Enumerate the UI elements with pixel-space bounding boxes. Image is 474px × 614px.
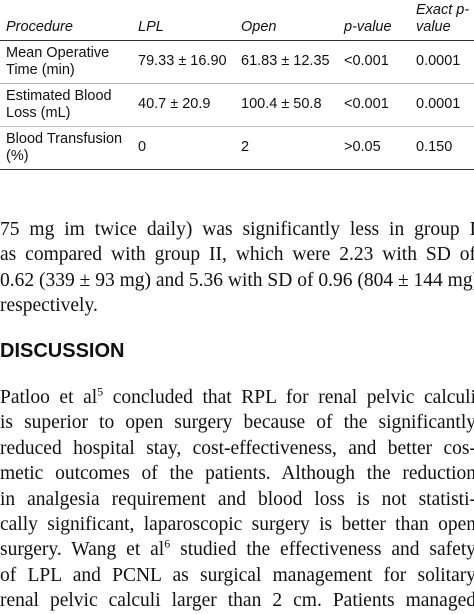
- text-line: respectively.: [0, 295, 98, 317]
- header-cell: p-value: [338, 0, 410, 41]
- table-cell: <0.001: [338, 83, 410, 127]
- citation: 6: [164, 537, 171, 551]
- header-cell: LPL: [132, 0, 235, 41]
- text: concluded that RPL for renal pelvic calc…: [103, 387, 474, 408]
- table-cell: 0: [132, 126, 235, 170]
- table-cell: Estimated Blood Loss (mL): [0, 83, 132, 127]
- table-cell: 40.7 ± 20.9: [132, 83, 235, 127]
- header-cell: Open: [235, 0, 338, 41]
- text-line: Patloo et al5 concluded that RPL for ren…: [0, 385, 474, 410]
- citation: 5: [97, 385, 104, 399]
- section-heading: DISCUSSION: [0, 340, 125, 362]
- text-line: in analgesia requirement and blood loss …: [0, 488, 474, 510]
- text: studied the effectiveness and safety: [170, 539, 474, 561]
- header-row: Procedure LPL Open p-value Exact p-value: [0, 0, 474, 41]
- text-line: 0.62 (339 ± 93 mg) and 5.36 with SD of 0…: [0, 269, 474, 291]
- text-line: as compared with group II, which were 2.…: [0, 244, 474, 266]
- text-line: renal pelvic calculi larger than 2 cm. P…: [0, 590, 474, 612]
- text: Patloo et al: [0, 387, 98, 408]
- table-cell: 0.150: [410, 126, 474, 170]
- results-table: Procedure LPL Open p-value Exact p-value Mea…: [0, 0, 474, 170]
- table-cell: <0.001: [338, 40, 410, 84]
- text-line: reduced hospital stay, cost-effectivenes…: [0, 437, 474, 459]
- text-line: metic outcomes of the patients. Although…: [0, 463, 474, 485]
- text-line: cally significant, laparoscopic surgery …: [0, 514, 474, 536]
- text-line: surgery. Wang et al6 studied the effecti…: [0, 537, 474, 562]
- text-line: 75 mg im twice daily) was significantly …: [0, 219, 474, 240]
- table-cell: Blood Transfusion (%): [0, 126, 132, 170]
- table-cell: 2: [235, 126, 338, 170]
- text-line: of LPL and PCNL as surgical management f…: [0, 564, 474, 586]
- text-line: is superior to open surgery because of t…: [0, 412, 474, 434]
- header-cell: Procedure: [0, 0, 132, 41]
- table-cell: 61.83 ± 12.35: [235, 40, 338, 84]
- table-cell: 0.0001: [410, 83, 474, 127]
- table-cell: >0.05: [338, 126, 410, 170]
- text: surgery. Wang et al: [0, 539, 165, 561]
- paragraph: 75 mg im twice daily) was significantly …: [0, 217, 474, 319]
- table-row: Blood Transfusion (%) 0 2 >0.05 0.150: [0, 126, 474, 170]
- table-row: Mean Operative Time (min) 79.33 ± 16.90 61…: [0, 40, 474, 84]
- table-cell: 100.4 ± 50.8: [235, 83, 338, 127]
- table-row: Estimated Blood Loss (mL) 40.7 ± 20.9 100.…: [0, 83, 474, 127]
- header-cell: Exact p-value: [410, 0, 474, 41]
- table-cell: 0.0001: [410, 40, 474, 84]
- paragraph: Patloo et al5 concluded that RPL for ren…: [0, 385, 474, 614]
- table-body: Mean Operative Time (min) 79.33 ± 16.90 61…: [0, 40, 474, 170]
- table-cell: 79.33 ± 16.90: [132, 40, 235, 84]
- table-cell: Mean Operative Time (min): [0, 40, 132, 84]
